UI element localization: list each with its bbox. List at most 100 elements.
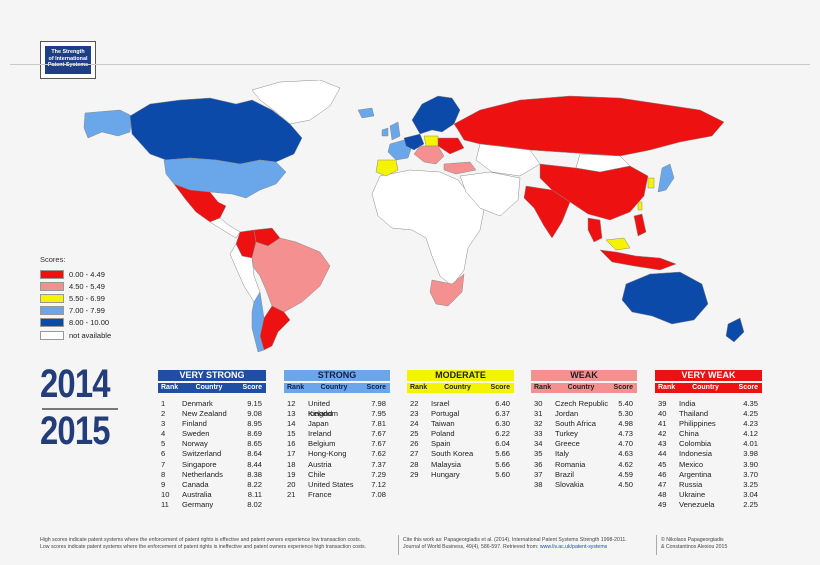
header-country: Country [692, 384, 719, 391]
map-scandinavia[interactable] [411, 95, 461, 135]
rank-cell: 20 [287, 479, 296, 489]
rank-cell: 5 [161, 439, 166, 449]
country-cell: Australia [182, 489, 212, 499]
footer-divider-1 [398, 535, 399, 555]
legend-label: not available [69, 330, 112, 340]
legend-swatch [40, 293, 64, 303]
map-malaysia[interactable] [605, 237, 631, 251]
rank-cell: 32 [534, 419, 543, 429]
map-india[interactable] [523, 185, 571, 239]
rank-cell: 47 [658, 479, 667, 489]
country-cell: Russia [679, 479, 703, 489]
map-argentina[interactable] [259, 305, 291, 351]
table-row: 3 Finland 8.95 [158, 419, 266, 429]
footer-copyright: © Nikolaos Papageorgiadis & Constantinos… [661, 537, 728, 550]
header-score: Score [366, 384, 386, 391]
country-cell: Canada [182, 479, 209, 489]
country-cell: Ukraine [679, 489, 706, 499]
country-cell: Denmark [182, 399, 213, 408]
country-cell: New Zealand [182, 409, 227, 419]
map-ireland[interactable] [381, 127, 389, 137]
table-row: 11 Germany 8.02 [158, 500, 266, 510]
rank-cell: 16 [287, 439, 296, 449]
table-row: 32 South Africa 4.98 [531, 419, 637, 429]
rank-cell: 13 [287, 409, 296, 419]
map-alaska[interactable] [83, 109, 133, 139]
map-mexico[interactable] [173, 183, 227, 223]
rank-cell: 44 [658, 449, 667, 459]
table-row: 12 United Kingdom 7.98 [284, 399, 390, 419]
country-cell: Czech Republic [555, 399, 609, 408]
rank-cell: 33 [534, 429, 543, 439]
score-cell: 4.50 [618, 479, 633, 489]
map-united-kingdom[interactable] [389, 121, 401, 141]
country-cell: Hungary [431, 469, 460, 479]
map-ukraine[interactable] [437, 137, 465, 155]
map-south-korea[interactable] [647, 177, 655, 189]
tier-title: MODERATE [407, 370, 514, 381]
score-cell: 7.12 [371, 479, 386, 489]
map-thailand[interactable] [587, 217, 603, 243]
map-brazil[interactable] [251, 237, 331, 313]
table-row: 29 Hungary 5.60 [407, 470, 514, 480]
tier-title: VERY WEAK [655, 370, 762, 381]
citation-link[interactable]: www.liv.ac.uk/patent-systems [539, 544, 608, 550]
score-cell: 6.40 [495, 399, 510, 408]
map-africa [371, 169, 485, 287]
tier-table-very-strong: VERY STRONG Rank Country Score 1 Denmark 9.15 2… [158, 370, 266, 510]
score-cell: 7.08 [371, 489, 386, 499]
country-cell: Switzerland [182, 449, 222, 459]
map-central-asia [475, 143, 541, 177]
legend-item: 5.50 - 6.99 [40, 292, 111, 304]
score-cell: 7.37 [371, 459, 386, 469]
country-cell: Italy [555, 449, 569, 459]
map-philippines[interactable] [633, 213, 647, 237]
map-australia[interactable] [621, 271, 709, 325]
rank-cell: 25 [410, 429, 419, 439]
rank-cell: 36 [534, 459, 543, 469]
legend-item: 7.00 - 7.99 [40, 305, 111, 317]
header-country: Country [567, 384, 595, 391]
score-cell: 7.62 [371, 449, 386, 459]
score-cell: 7.81 [371, 419, 386, 429]
world-map [83, 80, 745, 353]
map-taiwan[interactable] [637, 201, 643, 211]
table-row: 26 Spain 6.04 [407, 439, 514, 449]
rank-cell: 14 [287, 419, 296, 429]
table-row: 36 Romania 4.62 [531, 460, 637, 470]
rank-cell: 31 [534, 409, 543, 419]
footer-divider-2 [656, 535, 657, 555]
map-indonesia[interactable] [599, 249, 677, 271]
map-south-africa[interactable] [429, 273, 465, 307]
table-row: 48 Ukraine 3.04 [655, 490, 762, 500]
table-row: 5 Norway 8.65 [158, 439, 266, 449]
table-row: 17 Hong-Kong 7.62 [284, 449, 390, 459]
map-japan[interactable] [657, 163, 675, 193]
map-poland[interactable] [423, 135, 439, 147]
country-cell: United Kingdom [308, 399, 338, 419]
score-cell: 5.40 [618, 399, 633, 408]
legend-swatch [40, 269, 64, 279]
header-rank: Rank [287, 384, 305, 391]
year-separator [42, 408, 118, 410]
table-row: 47 Russia 3.25 [655, 480, 762, 490]
rank-cell: 46 [658, 469, 667, 479]
header-rank: Rank [161, 384, 179, 391]
score-cell: 3.70 [743, 469, 758, 479]
tier-header-row: Rank Country Score [158, 383, 266, 393]
map-eastern-europe[interactable] [413, 145, 445, 165]
table-row: 25 Poland 6.22 [407, 429, 514, 439]
rank-cell: 49 [658, 499, 667, 509]
legend-item: 0.00 - 4.49 [40, 268, 111, 280]
map-chile[interactable] [251, 291, 265, 353]
score-cell: 4.63 [618, 449, 633, 459]
map-turkey[interactable] [443, 161, 477, 175]
map-new-zealand[interactable] [725, 317, 745, 343]
rank-cell: 29 [410, 469, 419, 479]
tier-table-weak: WEAK Rank Country Score 30 Czech Republic 5.40… [531, 370, 637, 490]
score-cell: 4.98 [618, 419, 633, 429]
score-cell: 4.01 [743, 439, 758, 449]
map-iceland[interactable] [357, 107, 375, 119]
country-cell: Singapore [182, 459, 217, 469]
map-iberia[interactable] [375, 159, 399, 177]
